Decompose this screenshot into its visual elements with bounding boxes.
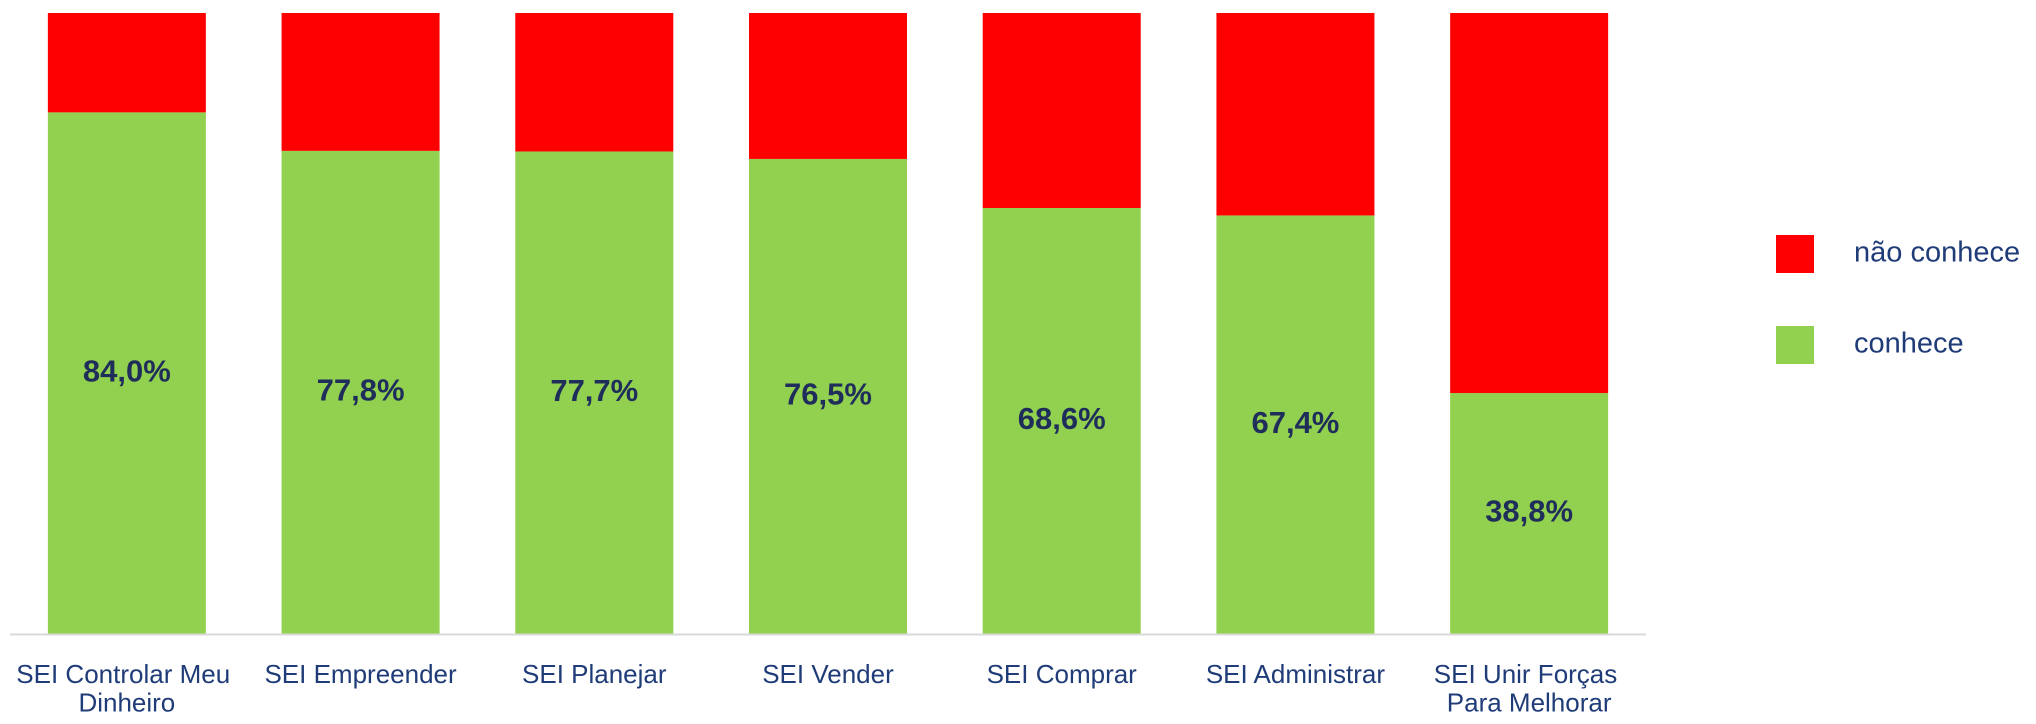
legend-swatch — [1776, 235, 1814, 273]
bar-segment — [749, 13, 907, 159]
bar-segment — [515, 151, 674, 634]
x-tick-label: SEI Unir Forças Para Melhorar — [1434, 659, 1625, 718]
bar-segment — [1216, 13, 1375, 216]
bar-segment — [47, 13, 206, 113]
data-label: 38,8% — [1485, 494, 1573, 529]
x-tick-label: SEI Planejar — [522, 659, 667, 689]
data-label: 77,7% — [550, 373, 638, 408]
x-tick-label: SEI Controlar Meu Dinheiro — [16, 659, 237, 718]
data-label: 68,6% — [1018, 401, 1106, 436]
bar-segment — [281, 150, 440, 634]
x-tick-label: SEI Comprar — [987, 659, 1138, 689]
bar-segment — [47, 112, 206, 635]
bar-segment — [1450, 13, 1609, 394]
x-tick-label: SEI Administrar — [1206, 659, 1386, 689]
legend-label: não conhece — [1854, 237, 2020, 269]
legend-swatch — [1776, 326, 1814, 364]
x-tick-label: SEI Empreender — [264, 659, 457, 689]
bar-segment — [982, 13, 1141, 208]
legend-label: conhece — [1854, 328, 1964, 360]
data-label: 84,0% — [83, 353, 171, 388]
bar-segment — [1450, 393, 1609, 634]
bar-segment — [281, 13, 440, 151]
data-label: 67,4% — [1251, 405, 1339, 440]
bar-segment — [982, 207, 1141, 634]
data-label: 76,5% — [784, 377, 872, 412]
bar-segment — [749, 158, 907, 634]
data-label: 77,8% — [317, 373, 405, 408]
x-tick-label: SEI Vender — [762, 659, 894, 689]
bar-segment — [1216, 215, 1375, 635]
bar-segment — [515, 13, 674, 152]
